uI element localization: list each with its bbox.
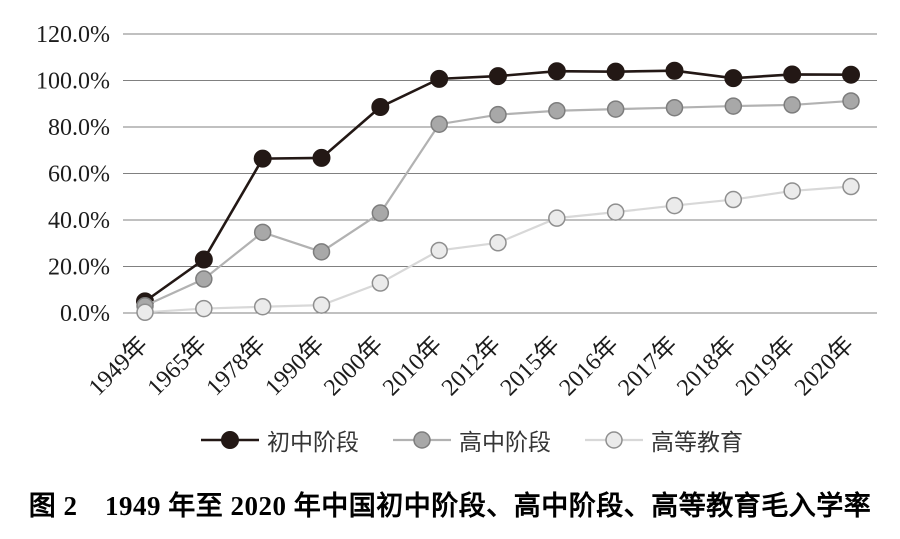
- chart-legend: 初中阶段 高中阶段 高等教育: [22, 423, 900, 457]
- x-axis-tick-label: 1978年: [201, 331, 271, 401]
- legend-label-junior-secondary: 初中阶段: [267, 430, 359, 455]
- y-axis-tick-label: 40.0%: [48, 208, 110, 234]
- data-point-marker: [606, 100, 625, 118]
- data-point-marker: [195, 270, 213, 288]
- data-point-marker: [489, 67, 507, 86]
- junior-secondary-line-marker-icon: [201, 431, 259, 449]
- data-point-marker: [665, 196, 684, 215]
- data-point-marker: [547, 62, 566, 81]
- legend-item-junior-secondary: 初中阶段: [201, 423, 359, 457]
- figure-caption: 图 2 1949 年至 2020 年中国初中阶段、高中阶段、高等教育毛入学率: [28, 491, 872, 521]
- data-point-marker: [783, 96, 801, 114]
- data-point-marker: [253, 297, 272, 316]
- legend-label-senior-secondary: 高中阶段: [459, 430, 551, 455]
- data-point-marker: [606, 62, 625, 81]
- x-axis-tick-label: 1965年: [142, 331, 212, 401]
- line-chart: 120.0% 100.0% 80.0% 60.0% 40.0% 20.0% 0.0% 1949…: [36, 22, 877, 401]
- data-point-marker: [489, 234, 507, 252]
- data-point-marker: [312, 148, 331, 167]
- x-axis-tick-label: 2016年: [554, 331, 624, 401]
- higher-education-line-marker-icon: [585, 431, 643, 449]
- data-point-marker: [430, 241, 448, 260]
- data-point-marker: [724, 97, 743, 115]
- data-point-marker: [312, 296, 331, 314]
- data-point-marker: [724, 190, 743, 209]
- x-axis-tick-label: 2020年: [789, 331, 859, 401]
- data-point-marker: [371, 98, 390, 117]
- data-point-marker: [783, 182, 801, 200]
- data-point-marker: [194, 250, 213, 269]
- legend-item-higher-education: 高等教育: [585, 423, 743, 457]
- data-point-marker: [842, 65, 860, 84]
- data-point-marker: [253, 149, 272, 168]
- data-point-marker: [136, 303, 154, 322]
- data-point-marker: [783, 65, 802, 84]
- data-point-marker: [665, 98, 684, 117]
- y-axis-tick-label: 60.0%: [48, 162, 110, 188]
- data-point-marker: [548, 101, 566, 120]
- data-point-marker: [606, 203, 625, 221]
- data-point-marker: [195, 299, 213, 318]
- senior-secondary-line-marker-icon: [393, 431, 451, 449]
- data-point-marker: [430, 69, 449, 88]
- legend-item-senior-secondary: 高中阶段: [393, 423, 551, 457]
- y-axis-tick-label: 0.0%: [60, 301, 110, 327]
- y-axis-tick-label: 120.0%: [36, 22, 110, 48]
- y-axis-tick-label: 20.0%: [48, 255, 110, 281]
- data-point-marker: [312, 243, 331, 261]
- data-point-marker: [724, 69, 743, 88]
- x-axis-tick-label: 2015年: [495, 331, 565, 401]
- data-point-marker: [489, 105, 507, 124]
- x-axis-tick-label: 1949年: [83, 331, 153, 401]
- data-point-marker: [842, 92, 860, 110]
- data-point-marker: [665, 61, 684, 80]
- legend-dot: [605, 431, 623, 449]
- x-axis-tick-label: 2017年: [613, 331, 683, 401]
- data-point-marker: [842, 177, 860, 196]
- x-axis-tick-label: 2000年: [319, 331, 389, 401]
- x-axis-tick-label: 1990年: [260, 331, 330, 401]
- legend-dot: [221, 431, 239, 449]
- legend-label-higher-education: 高等教育: [651, 430, 743, 455]
- x-axis-tick-label: 2010年: [377, 331, 447, 401]
- y-axis-tick-label: 80.0%: [48, 115, 110, 141]
- data-point-marker: [548, 209, 566, 227]
- data-point-marker: [371, 274, 390, 292]
- series-line-1: [144, 99, 852, 307]
- x-axis-tick-label: 2019年: [730, 331, 800, 401]
- data-point-marker: [371, 204, 390, 222]
- x-axis-tick-label: 2018年: [672, 331, 742, 401]
- legend-dot: [413, 431, 431, 449]
- y-axis-tick-label: 100.0%: [36, 69, 110, 95]
- data-point-marker: [430, 115, 448, 133]
- x-axis-tick-label: 2012年: [436, 331, 506, 401]
- data-point-marker: [253, 223, 272, 242]
